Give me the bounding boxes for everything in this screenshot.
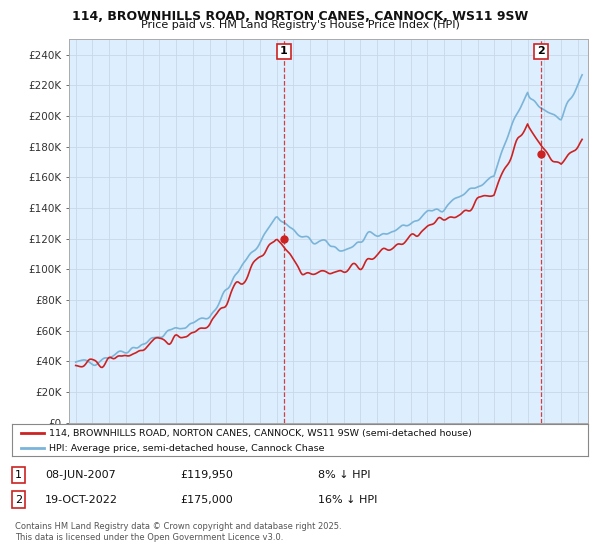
Text: 19-OCT-2022: 19-OCT-2022 xyxy=(45,494,118,505)
Text: Price paid vs. HM Land Registry's House Price Index (HPI): Price paid vs. HM Land Registry's House … xyxy=(140,20,460,30)
Text: Contains HM Land Registry data © Crown copyright and database right 2025.
This d: Contains HM Land Registry data © Crown c… xyxy=(15,522,341,542)
Text: 8% ↓ HPI: 8% ↓ HPI xyxy=(318,470,371,480)
Text: £119,950: £119,950 xyxy=(180,470,233,480)
Text: 16% ↓ HPI: 16% ↓ HPI xyxy=(318,494,377,505)
Text: HPI: Average price, semi-detached house, Cannock Chase: HPI: Average price, semi-detached house,… xyxy=(49,444,325,453)
Text: 2: 2 xyxy=(537,46,545,57)
Text: 2: 2 xyxy=(15,494,22,505)
Text: 1: 1 xyxy=(280,46,288,57)
Text: 114, BROWNHILLS ROAD, NORTON CANES, CANNOCK, WS11 9SW: 114, BROWNHILLS ROAD, NORTON CANES, CANN… xyxy=(72,10,528,23)
Text: £175,000: £175,000 xyxy=(180,494,233,505)
Text: 08-JUN-2007: 08-JUN-2007 xyxy=(45,470,116,480)
Text: 114, BROWNHILLS ROAD, NORTON CANES, CANNOCK, WS11 9SW (semi-detached house): 114, BROWNHILLS ROAD, NORTON CANES, CANN… xyxy=(49,428,472,437)
Text: 1: 1 xyxy=(15,470,22,480)
